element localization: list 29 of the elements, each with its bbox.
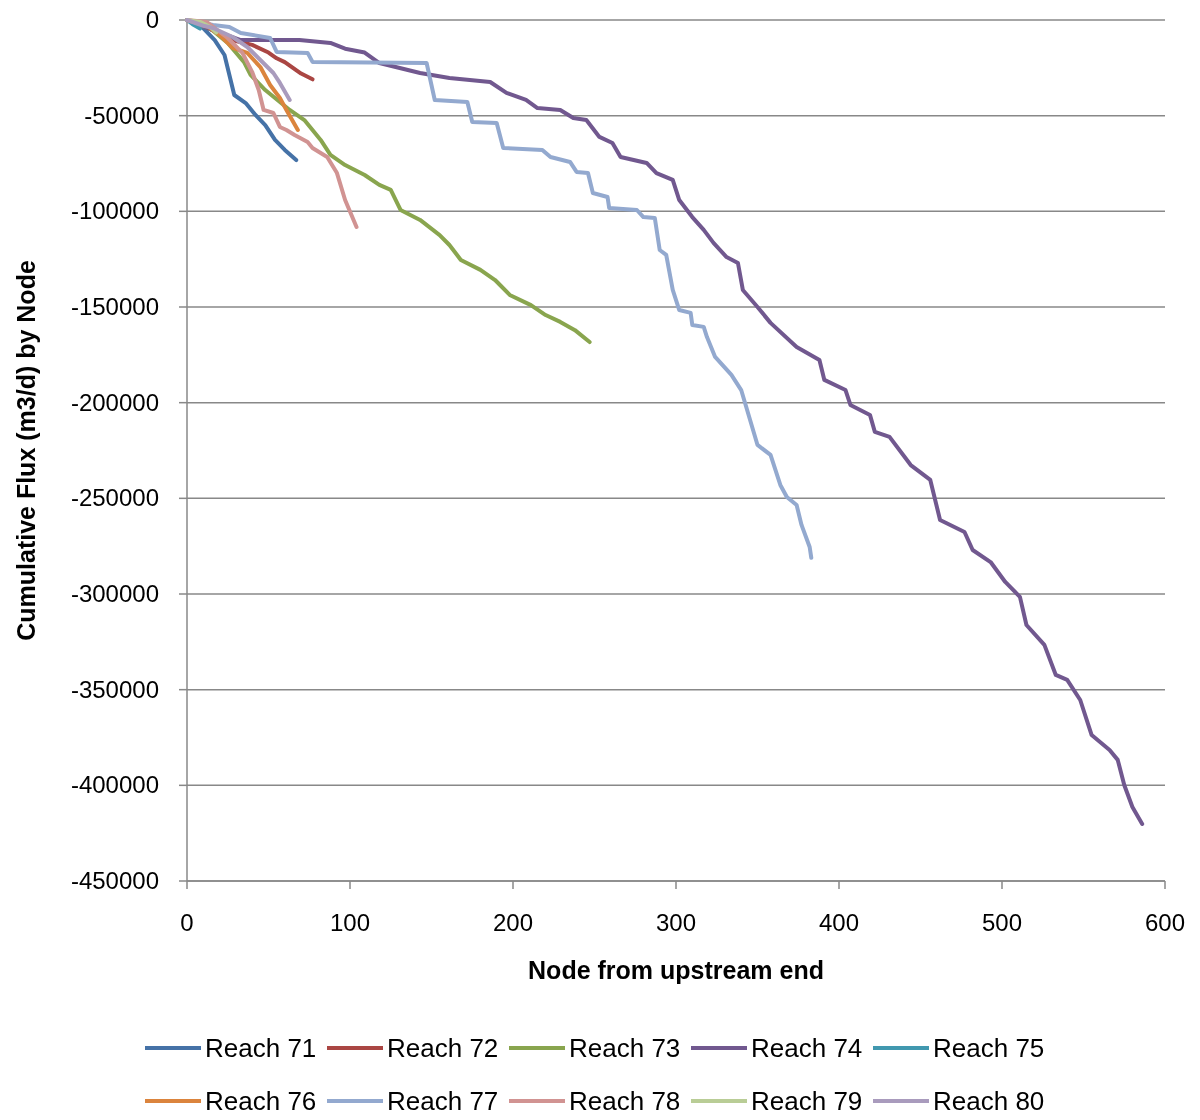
y-tick-label: -50000 xyxy=(84,101,159,129)
y-tick-label: -300000 xyxy=(70,580,159,607)
y-tick-label: -350000 xyxy=(70,675,159,703)
y-axis-title: Cumulative Flux (m3/d) by Node xyxy=(12,260,40,641)
x-axis-title: Node from upstream end xyxy=(528,956,824,984)
y-tick-label: -450000 xyxy=(70,867,159,894)
y-tick-label: 0 xyxy=(145,6,159,33)
legend-label: Reach 72 xyxy=(387,1033,499,1063)
legend-label: Reach 80 xyxy=(933,1086,1045,1116)
legend-label: Reach 71 xyxy=(205,1033,317,1063)
y-tick-label: -250000 xyxy=(70,484,159,512)
legend-label: Reach 79 xyxy=(751,1086,863,1116)
x-tick-label: 500 xyxy=(981,909,1023,936)
y-tick-label: -200000 xyxy=(70,388,159,416)
legend-label: Reach 77 xyxy=(387,1086,499,1116)
x-tick-label: 0 xyxy=(180,909,194,936)
x-tick-label: 100 xyxy=(329,909,371,936)
x-tick-label: 400 xyxy=(818,909,860,936)
legend-label: Reach 78 xyxy=(569,1086,681,1116)
y-tick-label: -100000 xyxy=(70,197,159,225)
x-tick-label: 200 xyxy=(492,909,534,936)
legend-label: Reach 75 xyxy=(933,1033,1045,1063)
legend-label: Reach 76 xyxy=(205,1086,317,1116)
y-tick-label: -400000 xyxy=(70,771,159,799)
x-tick-label: 600 xyxy=(1144,909,1186,936)
legend-label: Reach 74 xyxy=(751,1033,863,1063)
y-tick-label: -150000 xyxy=(70,293,159,320)
x-tick-label: 300 xyxy=(655,909,697,936)
legend-label: Reach 73 xyxy=(569,1033,681,1063)
